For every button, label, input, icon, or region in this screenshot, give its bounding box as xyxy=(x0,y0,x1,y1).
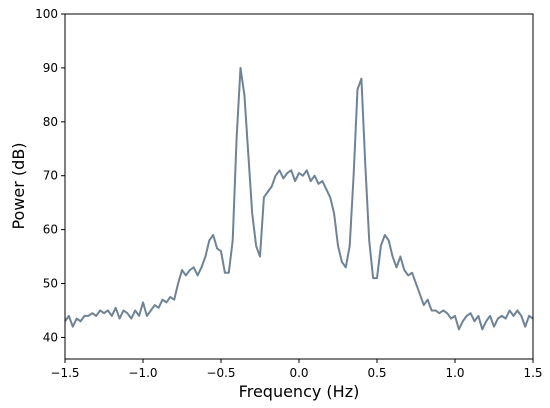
x-tick-label: 1.5 xyxy=(523,366,542,380)
y-tick-label: 70 xyxy=(43,169,58,183)
x-axis-label: Frequency (Hz) xyxy=(239,382,360,401)
x-tick-label: 1.0 xyxy=(445,366,464,380)
plot-frame xyxy=(64,13,534,360)
y-tick-label: 80 xyxy=(43,115,58,129)
y-tick-label: 100 xyxy=(35,7,58,21)
x-tick-label: −0.5 xyxy=(206,366,235,380)
x-tick-label: −1.0 xyxy=(128,366,157,380)
y-tick-label: 90 xyxy=(43,61,58,75)
y-tick-label: 40 xyxy=(43,330,58,344)
x-tick-label: 0.5 xyxy=(367,366,386,380)
y-tick-label: 50 xyxy=(43,277,58,291)
y-tick-label: 60 xyxy=(43,223,58,237)
x-tick-label: 0.0 xyxy=(289,366,308,380)
y-axis-label: Power (dB) xyxy=(9,142,28,229)
data-line xyxy=(64,66,534,331)
x-tick-label: −1.5 xyxy=(50,366,79,380)
